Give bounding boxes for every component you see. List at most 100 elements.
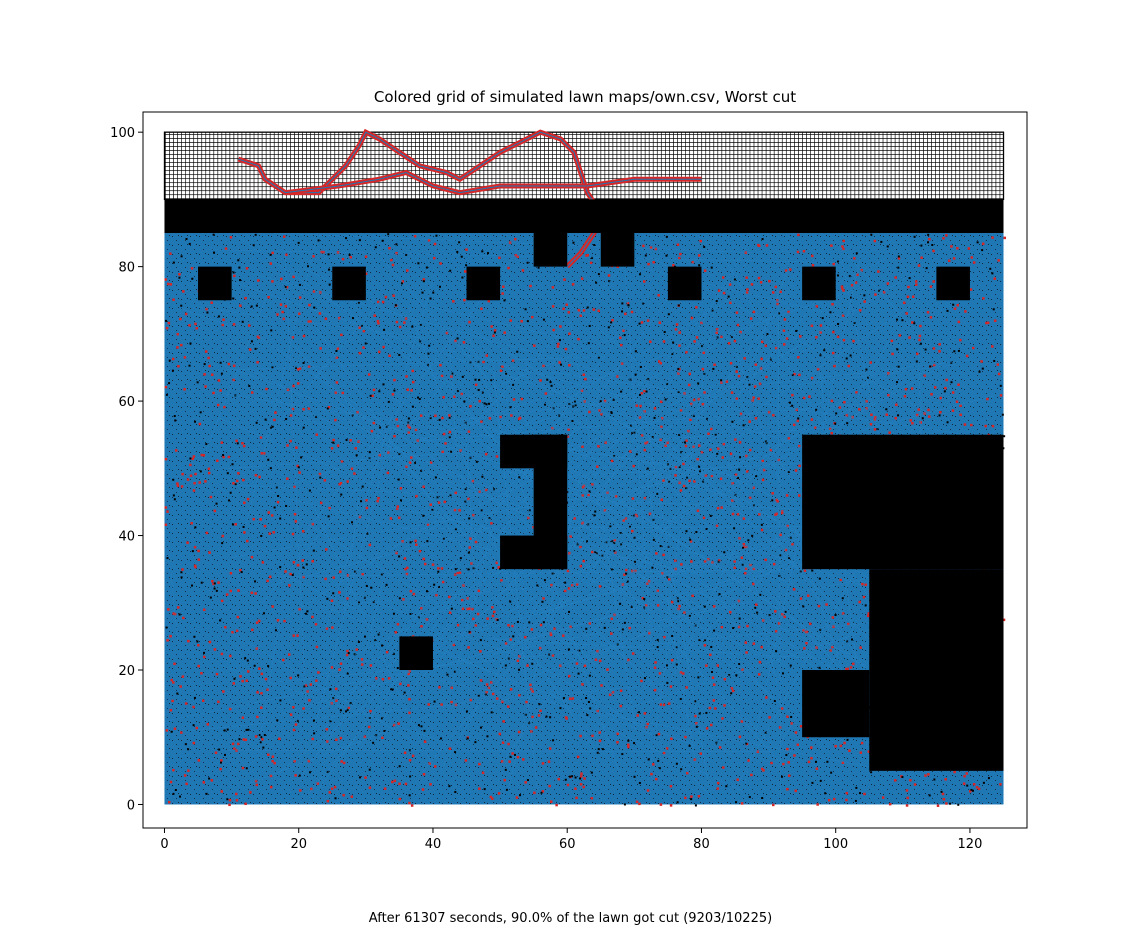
- uncut-cell: [478, 490, 482, 493]
- uncut-cell: [579, 783, 583, 786]
- uncut-cell: [793, 754, 796, 757]
- uncut-cell: [721, 717, 724, 720]
- uncut-cell: [444, 442, 447, 445]
- uncut-cell: [179, 317, 182, 321]
- mower-path: [413, 402, 874, 442]
- speckle: [703, 605, 706, 608]
- uncut-cell: [497, 565, 501, 569]
- uncut-cell: [975, 786, 979, 789]
- uncut-cell: [810, 756, 813, 760]
- uncut-cell: [222, 318, 225, 321]
- uncut-cell: [688, 372, 691, 376]
- speckle: [454, 751, 457, 754]
- speckle: [450, 450, 453, 453]
- speckle: [390, 688, 393, 691]
- uncut-cell: [371, 394, 374, 398]
- speckle: [490, 379, 493, 382]
- speckle: [426, 363, 429, 366]
- uncut-cell: [704, 474, 708, 477]
- uncut-cell: [761, 459, 764, 463]
- speckle: [668, 480, 671, 483]
- uncut-cell: [198, 422, 202, 426]
- speckle: [818, 666, 821, 669]
- mower-path: [562, 447, 721, 477]
- uncut-cell: [530, 315, 534, 319]
- uncut-cell: [340, 333, 343, 337]
- speckle: [196, 640, 199, 643]
- obstacle: [164, 199, 1004, 234]
- uncut-cell: [928, 237, 931, 241]
- uncut-cell: [315, 679, 318, 682]
- speckle: [298, 774, 301, 777]
- speckle: [193, 635, 196, 638]
- speckle: [821, 317, 824, 320]
- uncut-cell: [786, 715, 789, 718]
- uncut-cell: [260, 691, 263, 695]
- speckle: [217, 315, 220, 318]
- uncut-cell: [765, 375, 768, 379]
- uncut-cell: [501, 365, 504, 368]
- uncut-cell: [393, 779, 397, 783]
- speckle: [269, 253, 272, 256]
- uncut-cell: [740, 802, 744, 805]
- speckle: [644, 254, 647, 257]
- uncut-cell: [255, 783, 259, 787]
- uncut-cell: [620, 362, 624, 365]
- mower-path: [284, 248, 307, 705]
- uncut-cell: [377, 322, 380, 325]
- speckle: [695, 725, 698, 728]
- uncut-cell: [334, 687, 338, 691]
- y-tick-label: 100: [110, 126, 135, 141]
- uncut-cell: [873, 418, 877, 421]
- speckle: [897, 266, 900, 269]
- speckle: [585, 627, 588, 630]
- mower-path: [246, 367, 814, 667]
- uncut-cell: [289, 713, 293, 716]
- speckle: [829, 311, 832, 314]
- uncut-cell: [780, 511, 784, 515]
- uncut-cell: [169, 708, 173, 712]
- uncut-cell: [429, 503, 432, 506]
- uncut-cell: [996, 363, 1000, 366]
- uncut-cell: [386, 451, 390, 454]
- uncut-cell: [779, 290, 782, 294]
- uncut-cell: [573, 517, 576, 520]
- uncut-cell: [756, 750, 760, 753]
- uncut-cell: [786, 747, 789, 751]
- uncut-cell: [955, 400, 959, 403]
- uncut-cell: [647, 262, 650, 266]
- uncut-cell: [697, 254, 701, 257]
- uncut-cell: [897, 257, 901, 260]
- uncut-cell: [737, 374, 741, 378]
- speckle: [228, 499, 231, 502]
- speckle: [458, 241, 461, 244]
- uncut-cell: [315, 433, 319, 436]
- uncut-cell: [255, 647, 259, 650]
- uncut-cell: [682, 462, 685, 466]
- speckle: [666, 681, 669, 684]
- uncut-cell: [803, 647, 806, 650]
- uncut-cell: [580, 277, 584, 280]
- speckle: [748, 796, 751, 799]
- uncut-cell: [697, 794, 701, 798]
- uncut-cell: [423, 562, 427, 566]
- uncut-cell: [169, 283, 173, 286]
- uncut-cell: [404, 567, 407, 571]
- speckle: [568, 775, 571, 778]
- mower-path: [374, 343, 820, 556]
- speckle: [332, 697, 335, 700]
- uncut-cell: [229, 589, 232, 593]
- uncut-cell: [659, 438, 662, 442]
- uncut-cell: [859, 646, 862, 649]
- uncut-cell: [453, 573, 457, 576]
- speckle: [865, 368, 868, 371]
- uncut-cell: [326, 799, 330, 803]
- uncut-cell: [310, 787, 313, 791]
- speckle: [474, 378, 477, 381]
- speckle: [442, 537, 445, 540]
- speckle: [464, 421, 467, 424]
- uncut-cell: [648, 631, 651, 635]
- uncut-cell: [172, 768, 175, 772]
- uncut-cell: [365, 498, 368, 502]
- uncut-cell: [241, 442, 244, 445]
